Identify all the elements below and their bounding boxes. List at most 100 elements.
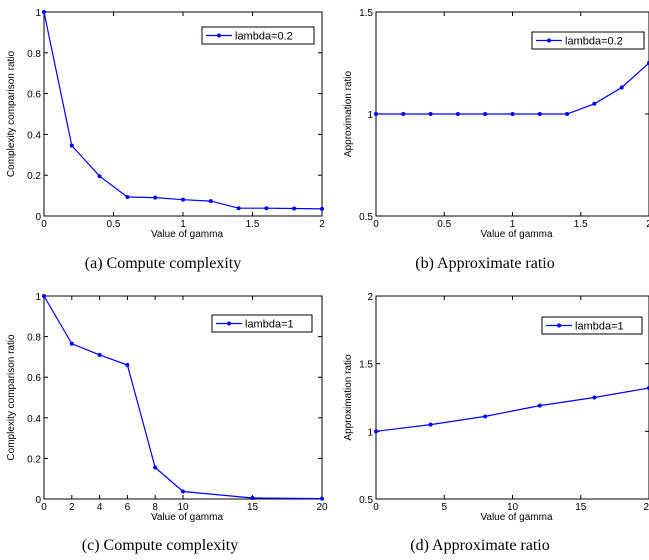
chart-a-data-point (208, 199, 213, 204)
chart-c-x-tick-label: 15 (247, 502, 259, 513)
chart-c-series-line (43, 295, 323, 500)
chart-c-data-point (153, 465, 158, 470)
chart-a-x-tick-label: 1.5 (246, 219, 260, 230)
chart-d-x-tick-label: 0 (373, 502, 379, 513)
chart-b-data-point (401, 112, 406, 116)
chart-b-y-tick-label: 1.5 (359, 8, 373, 19)
chart-c-x-tick-label: 2 (69, 502, 75, 513)
chart-a-caption: (a) Compute complexity (85, 255, 241, 272)
chart-d-y-tick-label: 2 (367, 292, 373, 303)
chart-b-data-point (565, 112, 570, 116)
chart-c-y-tick-label: 0.8 (27, 333, 41, 344)
chart-c-y-tick-label: 0.6 (27, 373, 41, 384)
chart-a-y-tick-label: 0.8 (27, 49, 41, 60)
chart-c-y-axis-label: Complexity comparison ratio (6, 334, 17, 461)
chart-c-data-point (320, 496, 324, 501)
chart-c-caption: (c) Compute complexity (82, 537, 238, 554)
chart-d-x-tick-label: 15 (575, 502, 587, 513)
chart-a-x-tick-label: 1 (180, 219, 186, 230)
chart-b-x-tick-label: 2 (646, 219, 649, 230)
chart-b-caption: (b) Approximate ratio (415, 255, 555, 272)
chart-c-data-point (181, 489, 185, 494)
chart-d-x-axis-label: Value of gamma (480, 512, 553, 523)
chart-c-data-point (250, 495, 255, 500)
chart-a-legend-label: lambda=0.2 (235, 31, 293, 43)
chart-b-x-tick-label: 1.5 (574, 219, 588, 230)
chart-a-legend-marker (217, 33, 221, 38)
chart-b-data-point (483, 112, 488, 116)
chart-b-data-point (619, 85, 624, 90)
chart-d-y-tick-label: 1.5 (359, 360, 373, 371)
chart-c-y-tick-label: 0.4 (27, 414, 41, 425)
chart-c-data-point (125, 363, 130, 368)
chart-a-data-point (181, 197, 185, 202)
chart-d-y-tick-label: 0.5 (359, 495, 373, 506)
chart-a-x-tick-label: 0.5 (107, 219, 121, 230)
chart-d-legend-label: lambda=1 (575, 321, 624, 333)
chart-b-data-point (428, 112, 433, 116)
chart-a-data-point (125, 195, 130, 200)
chart-b-x-tick-label: 0.5 (437, 219, 451, 230)
chart-c-y-tick-label: 1 (35, 292, 41, 303)
chart-b-x-tick-label: 0 (373, 219, 379, 230)
chart-b-legend-box (531, 31, 645, 50)
chart-a-data-point (97, 174, 102, 179)
chart-c-legend-marker (227, 321, 231, 326)
chart-c-y-tick-label: 0.2 (27, 454, 41, 465)
chart-a-data-point (264, 206, 269, 211)
chart-a-y-tick-label: 0 (35, 212, 41, 223)
chart-d-data-point (374, 429, 378, 434)
chart-c-legend-box (211, 314, 313, 333)
chart-a-data-point (292, 206, 297, 211)
chart-b-x-axis-label: Value of gamma (480, 229, 553, 240)
chart-a-y-tick-label: 1 (35, 8, 41, 19)
chart-a-x-axis-label: Value of gamma (151, 229, 224, 240)
chart-d-legend-marker (557, 323, 561, 328)
chart-c-y-tick-label: 0 (35, 495, 41, 506)
chart-c-x-tick-label: 6 (125, 502, 131, 513)
chart-b-y-tick-label: 0.5 (359, 212, 373, 223)
chart-a-x-tick-label: 0 (41, 219, 47, 230)
chart-b-legend-marker (547, 38, 551, 43)
chart-b-data-point (510, 112, 515, 116)
chart-a-legend-box (201, 26, 315, 45)
chart-b-data-point (537, 112, 542, 116)
chart-d-data-point (537, 403, 542, 408)
chart-c-x-tick-label: 4 (97, 502, 103, 513)
chart-b-y-tick-label: 1 (367, 110, 373, 121)
chart-c-data-point (42, 294, 46, 298)
chart-a-data-point (320, 206, 324, 211)
chart-a-data-point (153, 195, 158, 200)
chart-d-y-tick-label: 1 (367, 427, 373, 438)
chart-b-data-point (455, 112, 460, 116)
chart-c-data-point (97, 352, 102, 357)
chart-a-y-tick-label: 0.6 (27, 90, 41, 101)
chart-d-y-axis-label: Approximation ratio (343, 354, 354, 441)
chart-d-x-tick-label: 5 (441, 502, 447, 513)
chart-c-x-axis-label: Value of gamma (151, 512, 224, 523)
chart-d-x-tick-label: 20 (643, 502, 649, 513)
chart-c-x-tick-label: 10 (177, 502, 189, 513)
chart-b-data-point (374, 112, 378, 116)
chart-d-legend-box (541, 316, 643, 335)
chart-d-caption: (d) Approximate ratio (410, 537, 550, 554)
chart-c-legend-label: lambda=1 (245, 319, 294, 331)
chart-a-data-point (236, 206, 241, 211)
chart-b-series-line (376, 62, 649, 115)
chart-c-data-point (69, 341, 74, 346)
chart-b-data-point (592, 101, 597, 106)
chart-d-data-point (483, 414, 488, 419)
chart-b-legend-label: lambda=0.2 (565, 36, 623, 48)
chart-b-x-tick-label: 1 (510, 219, 516, 230)
chart-a-y-tick-label: 0.2 (27, 171, 41, 182)
chart-a-data-point (69, 143, 74, 148)
chart-d-series-line (375, 387, 649, 432)
chart-c-x-tick-label: 8 (152, 502, 158, 513)
chart-d-data-point (428, 422, 433, 427)
chart-c-x-tick-label: 0 (41, 502, 47, 513)
chart-b-y-axis-label: Approximation ratio (343, 70, 354, 157)
chart-a-data-point (42, 10, 46, 14)
chart-d-data-point (592, 395, 597, 400)
chart-a-x-tick-label: 2 (319, 219, 325, 230)
